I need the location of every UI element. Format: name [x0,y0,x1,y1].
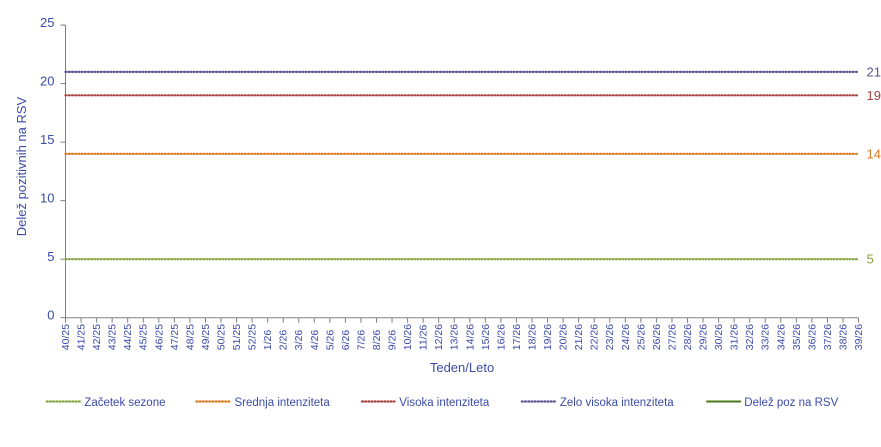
svg-text:37/26: 37/26 [822,324,834,350]
svg-text:Delež poz na RSV: Delež poz na RSV [744,397,838,409]
svg-text:36/26: 36/26 [806,324,818,350]
svg-text:48/25: 48/25 [184,324,196,350]
svg-text:22/26: 22/26 [589,324,601,350]
svg-text:35/26: 35/26 [791,324,803,350]
svg-text:Delež pozitivnih na RSV: Delež pozitivnih na RSV [14,96,29,236]
svg-text:25: 25 [40,15,54,30]
svg-text:49/25: 49/25 [200,324,212,350]
svg-text:28/26: 28/26 [682,324,694,350]
svg-text:26/26: 26/26 [651,324,663,350]
svg-text:20: 20 [40,73,54,88]
svg-text:4/26: 4/26 [309,330,321,351]
svg-text:46/25: 46/25 [153,324,165,350]
svg-text:11/26: 11/26 [418,325,430,351]
svg-text:9/26: 9/26 [387,330,399,351]
svg-text:39/26: 39/26 [853,324,865,350]
svg-text:40/25: 40/25 [60,324,72,350]
svg-text:52/25: 52/25 [247,324,259,350]
svg-text:14: 14 [867,146,881,161]
svg-text:7/26: 7/26 [355,330,367,351]
svg-text:47/25: 47/25 [169,324,181,350]
svg-text:5: 5 [867,252,874,267]
svg-text:15: 15 [40,132,54,147]
svg-text:18/26: 18/26 [527,324,539,350]
svg-text:34/26: 34/26 [775,324,787,350]
svg-text:15/26: 15/26 [480,324,492,350]
svg-text:5: 5 [47,249,54,264]
svg-text:30/26: 30/26 [713,324,725,350]
svg-text:12/26: 12/26 [433,324,445,350]
svg-text:Začetek sezone: Začetek sezone [84,397,165,409]
svg-text:Visoka intenziteta: Visoka intenziteta [399,397,490,409]
svg-text:2/26: 2/26 [278,330,290,351]
svg-text:45/25: 45/25 [138,324,150,350]
svg-text:13/26: 13/26 [449,324,461,350]
svg-text:16/26: 16/26 [495,324,507,350]
svg-text:42/25: 42/25 [91,324,103,350]
svg-text:33/26: 33/26 [760,324,772,350]
svg-text:38/26: 38/26 [838,324,850,350]
svg-text:19: 19 [867,88,881,103]
svg-text:43/25: 43/25 [107,324,119,350]
svg-text:0: 0 [47,307,54,322]
svg-text:17/26: 17/26 [511,324,523,350]
svg-text:50/25: 50/25 [216,324,228,350]
svg-text:3/26: 3/26 [293,330,305,351]
svg-text:32/26: 32/26 [744,324,756,350]
svg-text:Srednja intenziteta: Srednja intenziteta [235,397,331,409]
svg-text:14/26: 14/26 [464,324,476,350]
svg-text:21: 21 [867,64,881,79]
svg-text:51/25: 51/25 [231,324,243,350]
svg-text:27/26: 27/26 [666,324,678,350]
svg-text:19/26: 19/26 [542,324,554,350]
svg-text:6/26: 6/26 [340,330,352,351]
svg-text:Teden/Leto: Teden/Leto [430,360,494,375]
svg-text:Zelo visoka intenziteta: Zelo visoka intenziteta [560,397,674,409]
svg-text:20/26: 20/26 [558,324,570,350]
svg-text:31/26: 31/26 [729,324,741,350]
svg-text:5/26: 5/26 [324,330,336,351]
svg-text:8/26: 8/26 [371,330,383,351]
svg-text:1/26: 1/26 [262,330,274,351]
svg-text:44/25: 44/25 [122,324,134,350]
svg-text:41/25: 41/25 [76,324,88,350]
svg-text:10: 10 [40,190,54,205]
svg-text:29/26: 29/26 [698,324,710,350]
svg-text:24/26: 24/26 [620,324,632,350]
svg-text:21/26: 21/26 [573,324,585,350]
svg-text:23/26: 23/26 [604,324,616,350]
svg-text:10/26: 10/26 [402,324,414,350]
svg-text:25/26: 25/26 [635,324,647,350]
